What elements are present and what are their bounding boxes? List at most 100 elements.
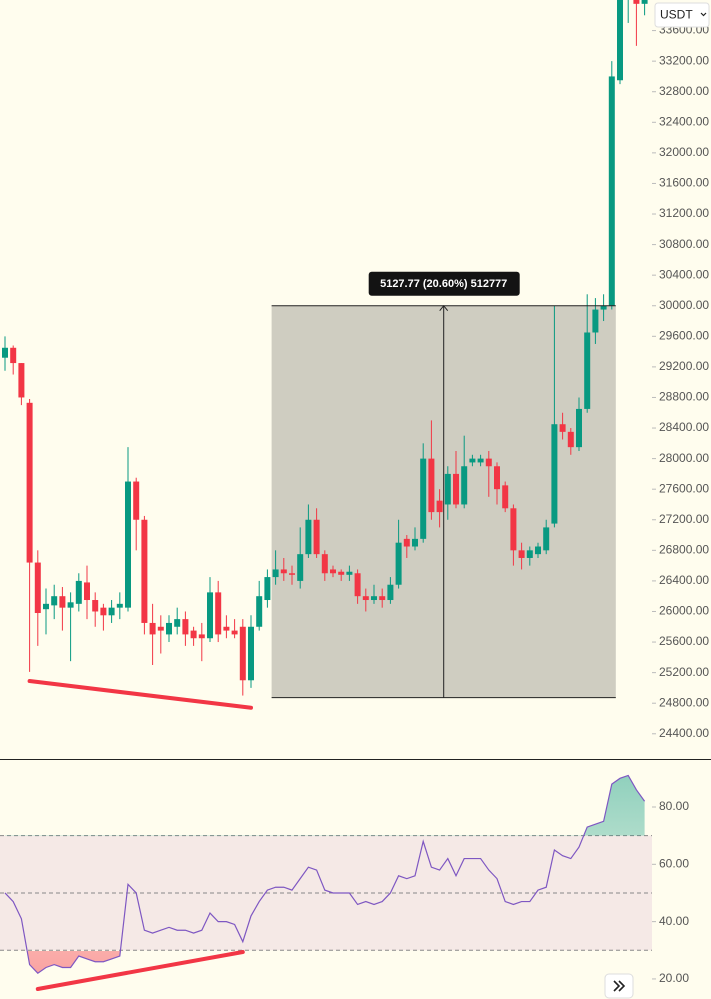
candle-body: [633, 0, 640, 4]
candle-body: [395, 542, 402, 585]
candle-body: [551, 424, 558, 524]
candle-body: [116, 603, 123, 608]
candle-body: [108, 607, 115, 616]
candle-body: [133, 481, 140, 520]
y-tick-label: 24400.00: [659, 726, 709, 740]
candle-body: [149, 622, 156, 635]
candle-body: [510, 508, 517, 551]
currency-button[interactable]: USDT: [654, 2, 710, 28]
candle-body: [2, 347, 8, 358]
candle-body: [10, 347, 17, 364]
measure-label: 5127.77 (20.60%) 512777: [380, 278, 507, 290]
candle-body: [264, 577, 271, 601]
y-tick-label: 32400.00: [659, 114, 709, 128]
candle-body: [420, 458, 427, 539]
rsi-pane: [0, 774, 652, 991]
candle-body: [223, 626, 230, 631]
y-tick-label: 28400.00: [659, 420, 709, 434]
candle-body: [330, 569, 336, 574]
rsi-line: [4, 774, 646, 974]
arrow-head: [439, 304, 449, 312]
y-tick-label: 80.00: [659, 799, 689, 813]
candle-body: [453, 473, 459, 505]
candle-body: [182, 619, 189, 635]
y-tick-label: 28800.00: [659, 390, 709, 404]
y-tick-label: 26000.00: [659, 604, 709, 618]
y-tick-label: 29600.00: [659, 328, 709, 342]
y-tick-label: 31200.00: [659, 206, 709, 220]
candle-body: [428, 458, 435, 513]
candle-body: [526, 550, 533, 558]
chevron-icon[interactable]: [700, 12, 707, 17]
candle-body: [444, 473, 451, 505]
candle-body: [141, 519, 148, 623]
candle-body: [535, 546, 541, 555]
candle-body: [248, 626, 254, 681]
y-tick-label: 26800.00: [659, 543, 709, 557]
y-tick-label: 25200.00: [659, 665, 709, 679]
candle-body: [567, 431, 574, 448]
candle-body: [198, 634, 205, 639]
candle-body: [157, 626, 164, 631]
candle-body: [584, 332, 591, 409]
y-tick-label: 32000.00: [659, 145, 709, 159]
y-tick-label: 20.00: [659, 971, 689, 985]
scroll-icon[interactable]: [613, 980, 626, 992]
candle-body: [34, 562, 41, 614]
currency-label[interactable]: USDT: [660, 8, 693, 22]
candle-body: [379, 596, 386, 601]
candle-body: [461, 466, 468, 505]
candle-body: [67, 602, 74, 608]
rsi-plot: [0, 774, 652, 991]
y-tick-label: 29200.00: [659, 359, 709, 373]
candle-body: [502, 485, 509, 509]
candle-body: [305, 519, 312, 555]
candle-body: [125, 481, 131, 608]
candle-body: [494, 466, 500, 490]
candle-body: [592, 309, 599, 333]
candle-body: [215, 592, 222, 635]
candle-body: [166, 622, 172, 635]
candle-body: [559, 424, 566, 432]
currency-button-bg[interactable]: [654, 2, 710, 28]
candle-body: [543, 527, 550, 551]
candle-body: [231, 630, 238, 635]
y-tick-label: 25600.00: [659, 634, 709, 648]
candle-body: [100, 607, 107, 616]
scroll-button[interactable]: [604, 973, 634, 999]
candle-body: [371, 596, 377, 601]
candle-body: [362, 596, 369, 601]
candle-body: [289, 573, 295, 575]
candle-body: [518, 550, 525, 558]
candle-body: [485, 458, 492, 467]
candle-body: [84, 582, 90, 601]
measure-tooltip: [368, 271, 520, 296]
y-tick-label: 30800.00: [659, 237, 709, 251]
rsi-trendline: [35, 950, 245, 991]
candle-body: [51, 596, 58, 606]
candle-body: [338, 571, 345, 575]
candle-body: [18, 363, 25, 398]
y-tick-label: 40.00: [659, 914, 689, 928]
trendline: [27, 679, 253, 710]
y-tick-label: 27200.00: [659, 512, 709, 526]
candle-body: [617, 0, 623, 81]
candle-body: [403, 538, 410, 547]
y-tick-label: 27600.00: [659, 481, 709, 495]
candle-body: [207, 592, 213, 639]
candle-body: [436, 500, 443, 513]
candle-body: [477, 458, 484, 463]
candle-body: [272, 569, 279, 578]
candle-body: [641, 0, 648, 4]
candle-body: [297, 554, 304, 581]
y-tick-label: 24800.00: [659, 695, 709, 709]
candle-body: [92, 600, 99, 612]
candle-body: [412, 538, 418, 547]
candle-body: [313, 519, 320, 555]
y-tick-label: 33200.00: [659, 53, 709, 67]
candle-body: [354, 573, 361, 597]
candle-body: [239, 626, 246, 681]
y-tick-label: 28000.00: [659, 451, 709, 465]
candle-body: [43, 603, 49, 610]
